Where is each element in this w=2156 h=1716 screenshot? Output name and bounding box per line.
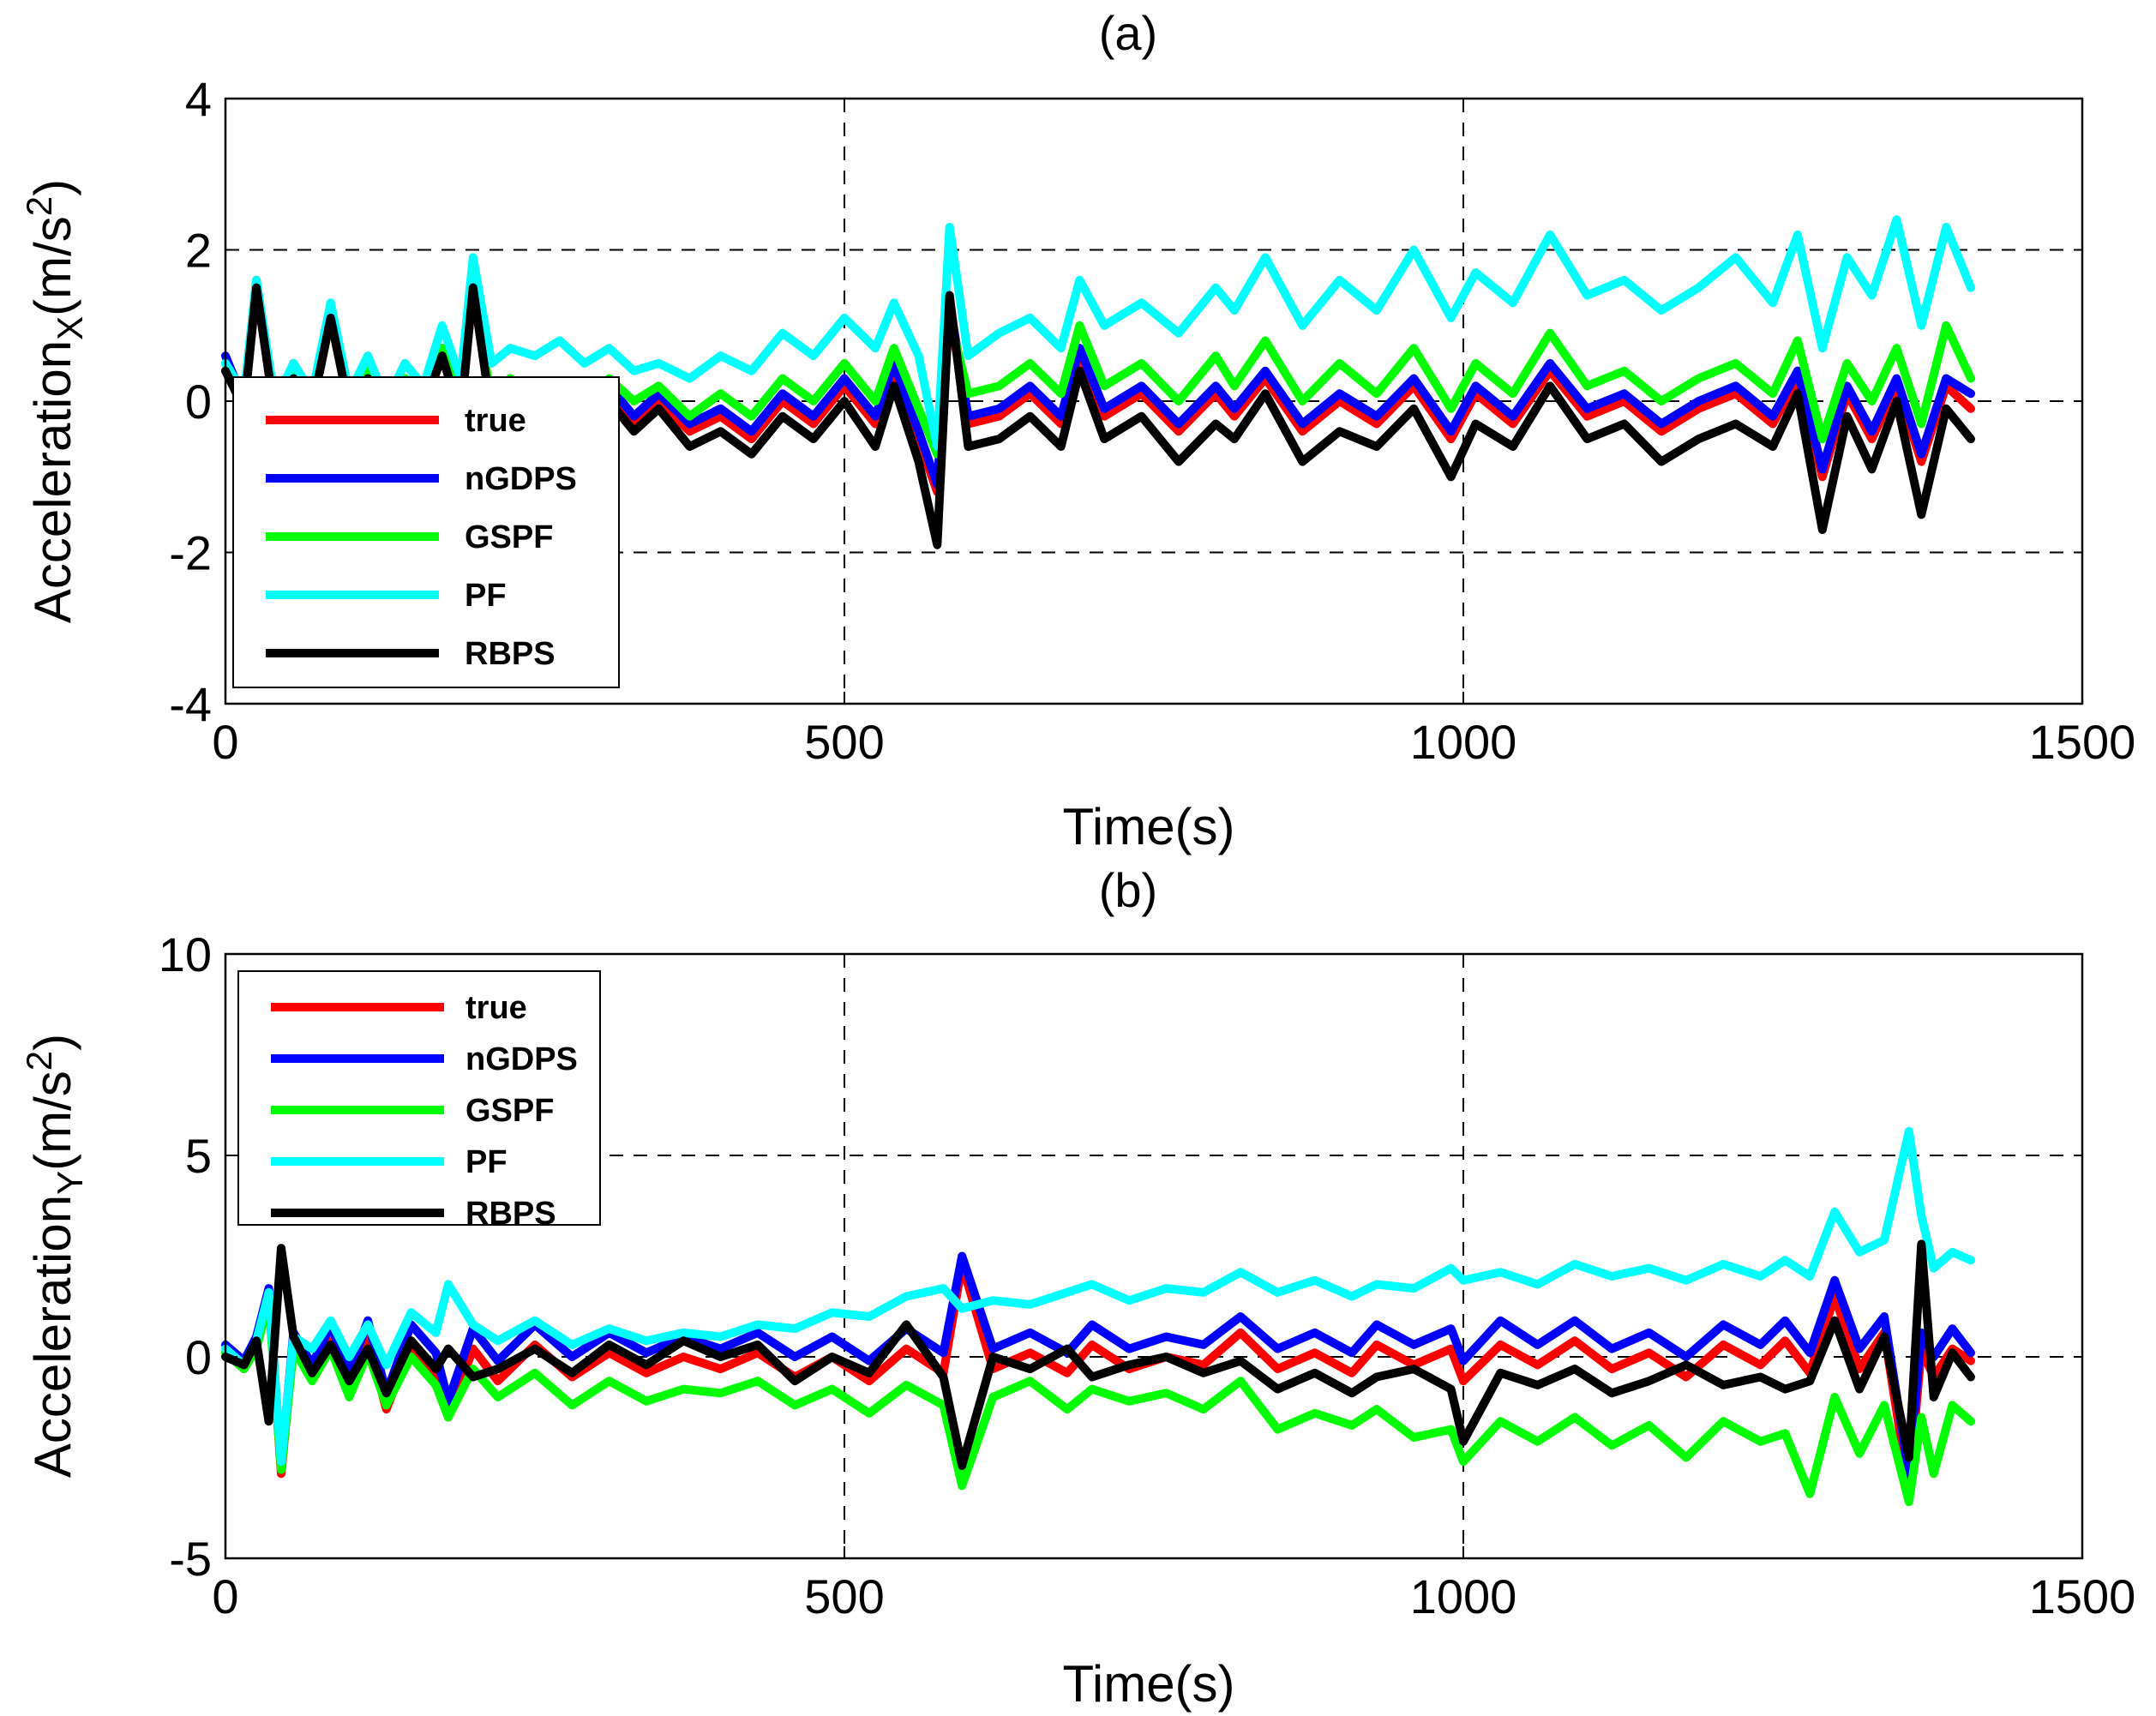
legend-label-gspf: GSPF xyxy=(465,1093,554,1129)
series-group xyxy=(221,1126,1975,1507)
x-tick-label: 0 xyxy=(212,1569,238,1623)
panel-title: (b) xyxy=(1099,863,1157,917)
y-axis-label-close: ) xyxy=(24,179,81,196)
x-axis-label: Time(s) xyxy=(1062,798,1234,855)
grid xyxy=(225,99,2082,704)
y-axis-label-unit: (m/s xyxy=(24,216,81,316)
series-line-rbps xyxy=(221,1239,1975,1470)
legend: true nGDPS GSPF PF RBPS xyxy=(237,970,601,1232)
y-axis-label-subscript: Y xyxy=(50,1171,90,1195)
panel-title: (a) xyxy=(1099,6,1157,60)
legend-label-ngdps: nGDPS xyxy=(465,461,577,497)
series-line-gspf xyxy=(221,1296,1975,1507)
tick-labels: 0 500 1000 1500 -4 -2 0 2 4 xyxy=(169,72,2135,769)
y-axis-label-main: Acceleration xyxy=(24,1195,81,1478)
legend: true nGDPS GSPF PF RBPS xyxy=(232,376,620,688)
legend-box xyxy=(237,970,601,1226)
legend-label-true: true xyxy=(465,990,527,1026)
legend-label-true: true xyxy=(465,403,526,439)
x-tick-label: 1000 xyxy=(1410,715,1517,769)
y-axis-label-close: ) xyxy=(24,1034,81,1051)
y-tick-label: 0 xyxy=(185,375,212,429)
x-axis-label: Time(s) xyxy=(1062,1655,1234,1713)
x-tick-label: 500 xyxy=(804,715,884,769)
legend-label-pf: PF xyxy=(465,578,507,614)
y-tick-label: 4 xyxy=(185,72,212,126)
y-tick-label: 10 xyxy=(159,927,212,981)
y-axis-label-power: 2 xyxy=(19,1051,59,1071)
x-tick-label: 1000 xyxy=(1410,1569,1517,1623)
y-axis-label-unit: (m/s xyxy=(24,1071,81,1171)
y-tick-label: 0 xyxy=(185,1330,212,1384)
y-axis-label-main: Acceleration xyxy=(24,340,81,623)
legend-label-ngdps: nGDPS xyxy=(465,1041,578,1077)
series-line-pf xyxy=(221,1126,1975,1467)
y-axis-label-power: 2 xyxy=(19,196,59,216)
legend-label-rbps: RBPS xyxy=(465,1196,556,1232)
y-tick-label: 5 xyxy=(185,1129,212,1183)
y-axis-label: AccelerationY(m/s2) xyxy=(19,1034,90,1478)
x-tick-label: 500 xyxy=(804,1569,884,1623)
x-tick-label: 1500 xyxy=(2029,1569,2136,1623)
legend-label-gspf: GSPF xyxy=(465,519,553,555)
y-tick-label: 2 xyxy=(185,224,212,278)
x-tick-label: 1500 xyxy=(2029,715,2136,769)
legend-label-rbps: RBPS xyxy=(465,636,556,672)
y-tick-label: -2 xyxy=(169,526,212,580)
y-axis-label: AccelerationX(m/s2) xyxy=(19,179,90,623)
axes-frame xyxy=(224,952,2084,1560)
x-tick-label: 0 xyxy=(212,715,238,769)
y-axis-label-subscript: X xyxy=(50,316,90,340)
y-tick-label: -4 xyxy=(169,677,212,731)
legend-label-pf: PF xyxy=(465,1144,507,1180)
panel-a: (a) 0 500 1000 1500 -4 -2 0 2 4 Time(s) Accelera… xyxy=(19,6,2135,855)
y-tick-label: -5 xyxy=(169,1532,212,1586)
